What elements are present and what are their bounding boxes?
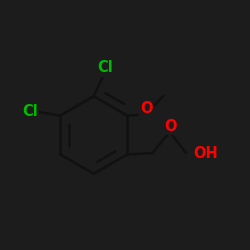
Text: O: O <box>164 119 176 134</box>
Text: O: O <box>140 102 153 116</box>
Text: Cl: Cl <box>22 104 38 119</box>
Text: Cl: Cl <box>97 60 113 76</box>
Text: OH: OH <box>194 146 218 161</box>
